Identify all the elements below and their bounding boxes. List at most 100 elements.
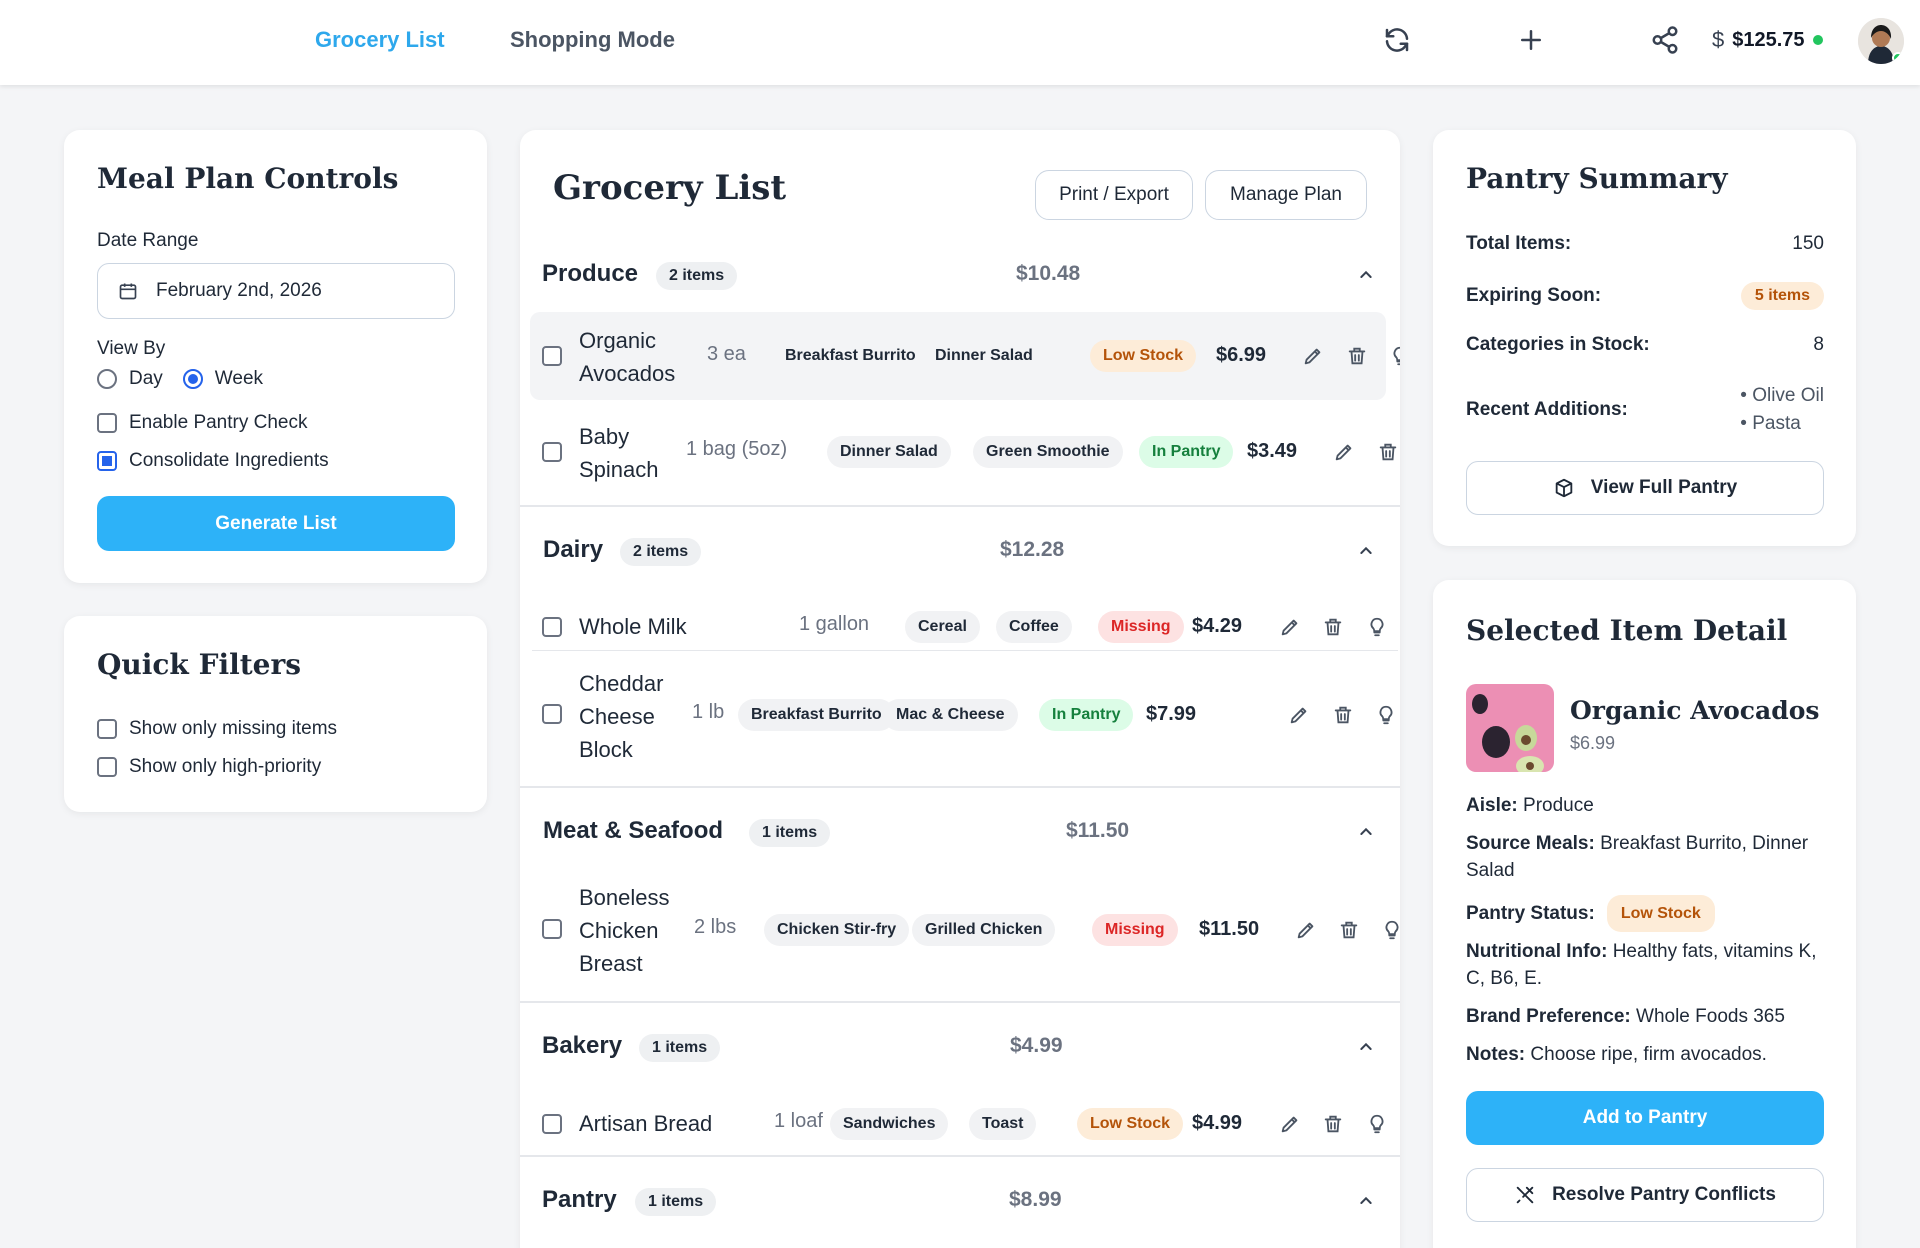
section-pantry[interactable]: Pantry 1 items $8.99 bbox=[520, 1166, 1400, 1236]
generate-list-button[interactable]: Generate List bbox=[97, 496, 455, 551]
week-radio[interactable] bbox=[182, 369, 203, 389]
list-item[interactable]: Whole Milk 1 gallon Cereal Coffee Missin… bbox=[530, 588, 1386, 664]
total-items-row: Total Items: 150 bbox=[1466, 233, 1824, 255]
date-range-input[interactable]: February 2nd, 2026 bbox=[97, 263, 455, 319]
item-checkbox[interactable] bbox=[542, 346, 562, 366]
trash-icon[interactable] bbox=[1338, 919, 1360, 941]
total-items-value: 150 bbox=[1792, 233, 1824, 254]
meal-tag: Grilled Chicken bbox=[912, 914, 1056, 946]
item-checkbox[interactable] bbox=[542, 1114, 562, 1134]
trash-icon[interactable] bbox=[1322, 1113, 1344, 1135]
divider bbox=[532, 650, 1398, 651]
item-checkbox[interactable] bbox=[542, 617, 562, 637]
list-item[interactable]: Artisan Bread 1 loaf Sandwiches Toast Lo… bbox=[530, 1085, 1386, 1161]
chevron-up-icon[interactable] bbox=[1358, 543, 1374, 559]
section-name: Dairy bbox=[543, 536, 604, 563]
missing-filter-checkbox[interactable] bbox=[97, 719, 117, 739]
recent-label: Recent Additions: bbox=[1466, 399, 1628, 420]
item-checkbox[interactable] bbox=[542, 442, 562, 462]
item-name: Artisan Bread bbox=[579, 1111, 713, 1136]
selected-item-detail-card: Selected Item Detail Organic Avocados $6… bbox=[1433, 580, 1856, 1248]
section-meat-seafood[interactable]: Meat & Seafood 1 items $11.50 bbox=[520, 797, 1400, 867]
nutrition-row: Nutritional Info: Healthy fats, vitamins… bbox=[1466, 941, 1817, 989]
status-badge: Low Stock bbox=[1077, 1108, 1184, 1140]
lightbulb-icon[interactable] bbox=[1366, 1113, 1388, 1135]
item-name: Cheddar Cheese Block bbox=[579, 671, 664, 762]
section-total: $10.48 bbox=[1016, 262, 1081, 285]
item-price: $4.29 bbox=[1192, 615, 1243, 637]
meal-tag: Dinner Salad bbox=[935, 347, 1033, 364]
list-item[interactable]: Boneless Chicken Breast 2 lbs Chicken St… bbox=[530, 870, 1399, 992]
view-by-options: Day Week bbox=[97, 368, 263, 390]
item-qty: 3 ea bbox=[707, 343, 746, 365]
dollar-icon: $ bbox=[1712, 27, 1725, 52]
edit-icon[interactable] bbox=[1279, 616, 1301, 638]
item-qty: 1 lb bbox=[692, 701, 725, 723]
trash-icon[interactable] bbox=[1322, 616, 1344, 638]
manage-plan-button[interactable]: Manage Plan bbox=[1205, 170, 1367, 220]
aisle-row: Aisle: Produce bbox=[1466, 795, 1594, 816]
item-checkbox[interactable] bbox=[542, 919, 562, 939]
date-range-label: Date Range bbox=[97, 230, 199, 251]
view-by-label: View By bbox=[97, 338, 166, 359]
resolve-pantry-conflicts-button[interactable]: Resolve Pantry Conflicts bbox=[1466, 1168, 1824, 1222]
avatar[interactable] bbox=[1858, 18, 1904, 64]
recent-item: • Olive Oil bbox=[1740, 385, 1824, 406]
pantry-summary-title: Pantry Summary bbox=[1466, 162, 1728, 195]
chevron-up-icon[interactable] bbox=[1358, 824, 1374, 840]
day-radio[interactable] bbox=[97, 369, 117, 389]
section-produce[interactable]: Produce 2 items $10.48 bbox=[520, 240, 1400, 310]
quick-filters-title: Quick Filters bbox=[97, 648, 301, 681]
priority-filter-checkbox[interactable] bbox=[97, 757, 117, 777]
list-item[interactable]: Organic Avocados 3 ea Breakfast Burrito … bbox=[530, 312, 1400, 400]
add-icon[interactable] bbox=[1516, 25, 1546, 55]
refresh-icon[interactable] bbox=[1382, 25, 1412, 55]
edit-icon[interactable] bbox=[1333, 441, 1355, 463]
meal-tag: Breakfast Burrito bbox=[738, 699, 895, 731]
tab-shopping-mode[interactable]: Shopping Mode bbox=[510, 27, 675, 52]
pantry-check-label: Enable Pantry Check bbox=[129, 412, 308, 433]
lightbulb-icon[interactable] bbox=[1375, 704, 1397, 726]
consolidate-row: Consolidate Ingredients bbox=[97, 450, 329, 472]
item-qty: 1 loaf bbox=[774, 1110, 823, 1132]
item-checkbox[interactable] bbox=[542, 704, 562, 724]
consolidate-checkbox[interactable] bbox=[97, 451, 117, 471]
lightbulb-icon[interactable] bbox=[1389, 345, 1400, 367]
edit-icon[interactable] bbox=[1302, 345, 1324, 367]
recent-item: • Pasta bbox=[1740, 413, 1801, 434]
view-full-pantry-button[interactable]: View Full Pantry bbox=[1466, 461, 1824, 515]
trash-icon[interactable] bbox=[1346, 345, 1368, 367]
share-icon[interactable] bbox=[1650, 25, 1680, 55]
grocery-list-card: Grocery List Print / Export Manage Plan … bbox=[520, 130, 1400, 1248]
chevron-up-icon[interactable] bbox=[1358, 267, 1374, 283]
priority-filter-row: Show only high-priority bbox=[97, 756, 321, 778]
recent-additions-row: Recent Additions: • Olive Oil • Pasta bbox=[1466, 382, 1824, 438]
add-to-pantry-button[interactable]: Add to Pantry bbox=[1466, 1091, 1824, 1145]
pantry-status-row: Pantry Status: Low Stock bbox=[1466, 895, 1824, 932]
status-badge: Missing bbox=[1098, 611, 1184, 643]
lightbulb-icon[interactable] bbox=[1381, 919, 1400, 941]
list-item[interactable]: Cheddar Cheese Block 1 lb Breakfast Burr… bbox=[530, 660, 1393, 778]
chevron-up-icon[interactable] bbox=[1358, 1039, 1374, 1055]
print-export-button[interactable]: Print / Export bbox=[1035, 170, 1193, 220]
section-bakery[interactable]: Bakery 1 items $4.99 bbox=[520, 1012, 1400, 1082]
item-price: $3.49 bbox=[1247, 440, 1298, 462]
item-price: $7.99 bbox=[1146, 703, 1197, 725]
expiring-badge: 5 items bbox=[1740, 282, 1824, 310]
pantry-check-checkbox[interactable] bbox=[97, 413, 117, 433]
edit-icon[interactable] bbox=[1288, 704, 1310, 726]
trash-icon[interactable] bbox=[1377, 441, 1399, 463]
chevron-up-icon[interactable] bbox=[1358, 1193, 1374, 1209]
section-count: 2 items bbox=[620, 538, 702, 566]
edit-icon[interactable] bbox=[1279, 1113, 1301, 1135]
item-detail-price: $6.99 bbox=[1570, 733, 1616, 753]
edit-icon[interactable] bbox=[1295, 919, 1317, 941]
lightbulb-icon[interactable] bbox=[1366, 616, 1388, 638]
list-item[interactable]: Baby Spinach 1 bag (5oz) Dinner Salad Gr… bbox=[530, 408, 1397, 496]
section-dairy[interactable]: Dairy 2 items $12.28 bbox=[520, 516, 1400, 586]
consolidate-label: Consolidate Ingredients bbox=[129, 450, 329, 471]
item-qty: 1 gallon bbox=[799, 613, 870, 635]
trash-icon[interactable] bbox=[1332, 704, 1354, 726]
tab-grocery-list[interactable]: Grocery List bbox=[315, 27, 445, 52]
status-badge: Missing bbox=[1092, 914, 1178, 946]
